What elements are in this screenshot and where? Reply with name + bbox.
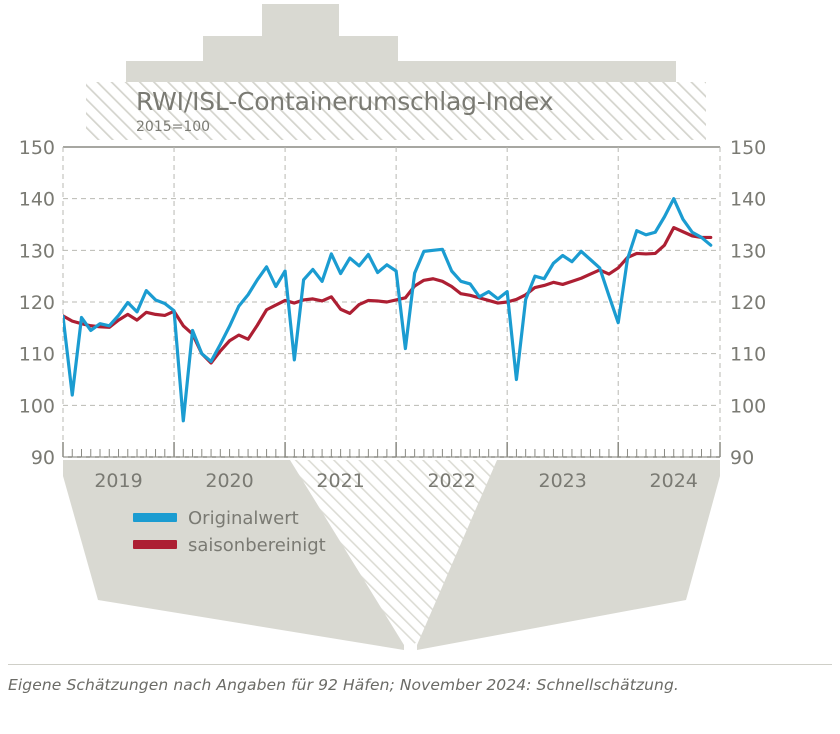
y-tick-label: 150 [19, 137, 55, 159]
legend-label-saisonbereinigt: saisonbereinigt [188, 535, 326, 556]
y-tick-label: 100 [730, 395, 766, 417]
x-tick-label: 2022 [427, 470, 475, 492]
y-tick-label: 120 [730, 292, 766, 314]
x-tick-label: 2020 [205, 470, 253, 492]
series-line-saisonbereinigt [63, 226, 713, 365]
y-tick-label: 130 [19, 240, 55, 262]
x-tick-label: 2023 [539, 470, 587, 492]
plot-area: 90 100 110 120 130 140 150 90 100 110 120 130 140 15… [19, 137, 767, 492]
ship-hull [63, 460, 720, 650]
y-tick-label: 100 [19, 395, 55, 417]
x-tick-label: 2019 [94, 470, 142, 492]
title-subtitle: 2015=100 [136, 119, 210, 135]
ship-funnel [262, 4, 339, 36]
hull-plate-left [63, 460, 404, 650]
series-line-originalwert [63, 197, 713, 423]
y-tick-label: 120 [19, 292, 55, 314]
chart-legend: Originalwert saisonbereinigt [133, 508, 326, 556]
y-tick-label: 140 [730, 189, 766, 211]
y-tick-label: 90 [730, 447, 754, 469]
title-hatched-band [86, 82, 706, 140]
monthly-tick-marks [71, 449, 721, 457]
legend-swatch-saisonbereinigt [133, 540, 177, 549]
hull-plate-right [417, 460, 720, 650]
y-tick-label: 110 [730, 344, 766, 366]
horizontal-gridlines [63, 198, 720, 458]
x-tick-label: 2024 [650, 470, 698, 492]
x-axis-labels: 2019 2020 2021 2022 2023 2024 [94, 470, 698, 492]
y-tick-label: 140 [19, 189, 55, 211]
y-axis-labels-right: 90 100 110 120 130 140 150 [730, 137, 766, 469]
x-tick-label: 2021 [316, 470, 364, 492]
y-axis-labels-left: 90 100 110 120 130 140 150 [19, 137, 55, 469]
legend-label-originalwert: Originalwert [188, 508, 299, 529]
legend-swatch-originalwert [133, 513, 177, 522]
footnote-divider [8, 664, 832, 665]
year-tick-marks [62, 442, 721, 457]
ship-superstructure [203, 36, 398, 61]
title-block: RWI/ISL-Containerumschlag-Index 2015=100 [86, 82, 706, 140]
y-tick-label: 150 [730, 137, 766, 159]
y-tick-label: 130 [730, 240, 766, 262]
y-tick-label: 110 [19, 344, 55, 366]
page-title: RWI/ISL-Containerumschlag-Index [136, 87, 553, 116]
y-tick-label: 90 [31, 447, 55, 469]
footnote-text: Eigene Schätzungen nach Angaben für 92 H… [8, 676, 679, 694]
